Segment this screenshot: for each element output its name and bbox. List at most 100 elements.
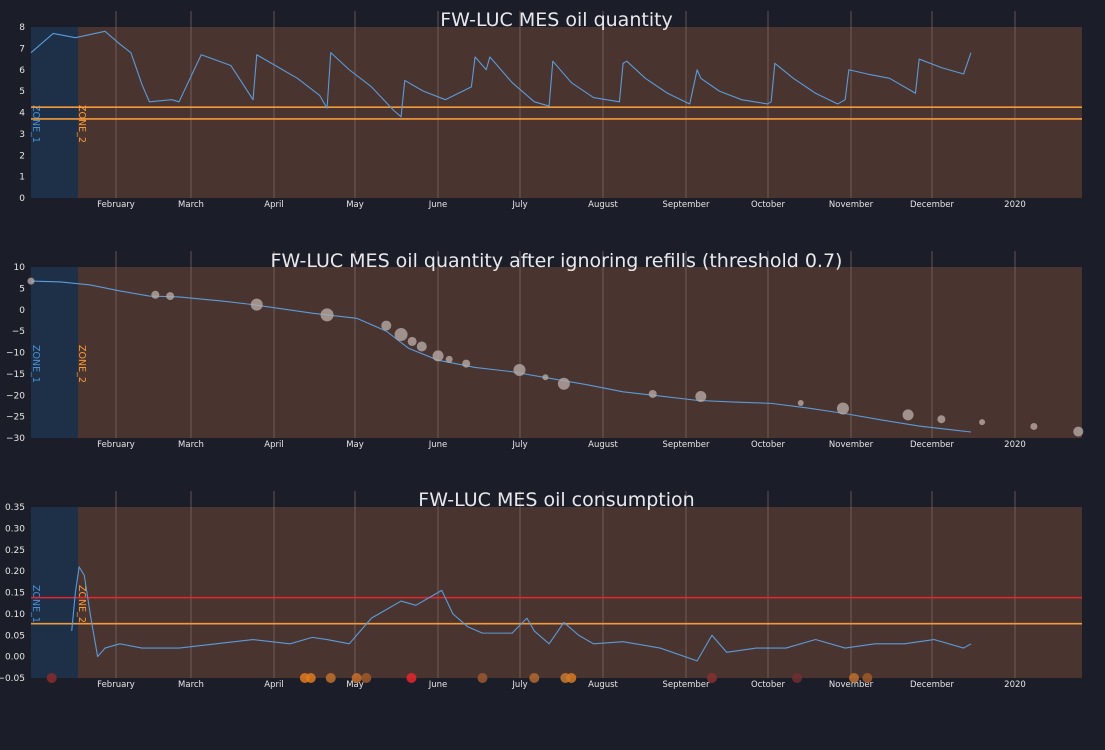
- refill-marker-9: [416, 341, 427, 352]
- x-tick-1-11: December: [910, 200, 955, 210]
- y-tick-1-6: 5: [19, 87, 25, 97]
- zone1-band-2: [31, 267, 78, 438]
- x-tick-2-2: March: [178, 440, 204, 450]
- y-tick-3-6: 0.20: [5, 567, 25, 577]
- refill-marker-2: [151, 290, 160, 299]
- x-tick-3-2: March: [178, 680, 204, 690]
- consumption-marker-1: [46, 673, 57, 683]
- refill-marker-7: [394, 328, 408, 342]
- x-tick-3-7: August: [588, 680, 618, 690]
- refill-marker-23: [1030, 422, 1038, 430]
- x-tick-2-1: February: [97, 440, 135, 450]
- x-tick-2-6: July: [511, 440, 527, 450]
- x-tick-1-12: 2020: [1004, 200, 1026, 210]
- x-tick-1-4: May: [346, 200, 364, 210]
- x-tick-2-7: August: [588, 440, 618, 450]
- x-tick-2-5: June: [428, 440, 448, 450]
- x-tick-1-6: July: [511, 200, 527, 210]
- consumption-marker-14: [849, 673, 860, 683]
- x-tick-1-5: June: [428, 200, 448, 210]
- x-tick-2-11: December: [910, 440, 955, 450]
- y-tick-1-1: 0: [19, 194, 25, 204]
- series-line-1-1: [30, 30, 972, 118]
- x-tick-1-7: August: [588, 200, 618, 210]
- y-tick-1-2: 1: [19, 173, 25, 183]
- y-tick-2-7: 0: [19, 306, 25, 316]
- refill-marker-14: [542, 374, 549, 381]
- refill-marker-24: [1073, 426, 1084, 437]
- refill-marker-12: [462, 359, 471, 368]
- y-tick-1-3: 2: [19, 151, 25, 161]
- consumption-marker-3: [305, 673, 316, 683]
- consumption-marker-9: [529, 673, 540, 683]
- x-tick-1-2: March: [178, 200, 204, 210]
- refill-marker-20: [902, 409, 914, 421]
- refill-marker-21: [937, 415, 946, 424]
- y-tick-3-8: 0.30: [5, 524, 25, 534]
- x-tick-2-9: October: [751, 440, 786, 450]
- zone1-band-3: [31, 507, 78, 678]
- zone1-label-2: ZONE_1: [30, 345, 41, 383]
- y-tick-1-4: 3: [19, 130, 25, 140]
- x-tick-2-12: 2020: [1004, 440, 1026, 450]
- consumption-marker-4: [325, 673, 336, 683]
- x-tick-1-9: October: [751, 200, 786, 210]
- y-tick-1-5: 4: [19, 109, 25, 119]
- y-tick-1-8: 7: [19, 44, 25, 54]
- y-tick-1-7: 6: [19, 66, 25, 76]
- consumption-marker-13: [792, 673, 803, 683]
- y-tick-3-2: 0.00: [5, 653, 25, 663]
- y-tick-3-7: 0.25: [5, 546, 25, 556]
- x-tick-2-8: September: [663, 440, 710, 450]
- series-line-3-1: [71, 566, 972, 662]
- refill-marker-15: [557, 377, 570, 390]
- chart-title-3: FW-LUC MES oil consumption: [418, 489, 694, 511]
- refill-marker-13: [513, 364, 526, 377]
- x-tick-1-1: February: [97, 200, 135, 210]
- plot-area-2: [31, 267, 1082, 438]
- y-tick-3-5: 0.15: [5, 589, 25, 599]
- refill-marker-17: [695, 391, 707, 403]
- y-tick-2-8: 5: [19, 284, 25, 294]
- y-tick-3-3: 0.05: [5, 631, 25, 641]
- series-line-2-1: [30, 280, 972, 433]
- refill-marker-5: [320, 308, 334, 322]
- x-tick-3-6: July: [511, 680, 527, 690]
- zone2-label-2: ZONE_2: [76, 345, 87, 383]
- x-tick-3-10: November: [829, 680, 874, 690]
- refill-marker-22: [979, 419, 986, 426]
- consumption-marker-5: [351, 673, 362, 683]
- refill-marker-3: [166, 292, 175, 301]
- y-tick-3-1: −0.05: [0, 674, 25, 684]
- x-tick-3-3: April: [264, 680, 283, 690]
- consumption-marker-6: [361, 673, 372, 683]
- x-tick-3-4: May: [346, 680, 364, 690]
- y-tick-2-3: −20: [6, 391, 25, 401]
- y-tick-3-4: 0.10: [5, 610, 25, 620]
- refill-marker-6: [381, 320, 392, 331]
- x-tick-2-10: November: [829, 440, 874, 450]
- x-tick-2-4: May: [346, 440, 364, 450]
- x-tick-3-8: September: [663, 680, 710, 690]
- y-tick-2-9: 10: [14, 263, 26, 273]
- zone1-band-1: [31, 27, 78, 198]
- y-tick-2-4: −15: [6, 370, 25, 380]
- plot-area-3: [31, 507, 1082, 678]
- x-tick-3-11: December: [910, 680, 955, 690]
- zone1-label-1: ZONE_1: [30, 105, 41, 143]
- x-tick-3-1: February: [97, 680, 135, 690]
- y-tick-2-6: −5: [12, 327, 25, 337]
- consumption-marker-8: [477, 673, 488, 683]
- y-tick-2-1: −30: [6, 434, 25, 444]
- x-tick-1-8: September: [663, 200, 710, 210]
- x-tick-1-3: April: [264, 200, 283, 210]
- consumption-marker-7: [406, 673, 417, 683]
- plot-area-1: [31, 27, 1082, 198]
- refill-marker-18: [797, 399, 804, 406]
- refill-marker-10: [432, 350, 444, 362]
- refill-marker-11: [445, 355, 453, 363]
- refill-marker-4: [250, 298, 263, 311]
- refill-marker-8: [407, 336, 417, 346]
